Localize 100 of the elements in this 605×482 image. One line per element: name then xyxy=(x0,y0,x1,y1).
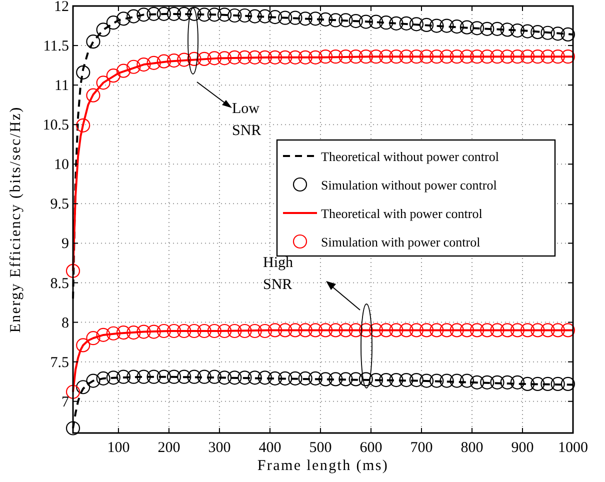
x-tick-label: 700 xyxy=(410,440,433,456)
point xyxy=(409,323,424,338)
point xyxy=(248,50,262,64)
point xyxy=(96,371,110,386)
point xyxy=(530,50,545,64)
point xyxy=(328,323,343,338)
point xyxy=(409,372,424,388)
point xyxy=(66,421,80,436)
point xyxy=(389,16,404,30)
point xyxy=(258,50,272,64)
point xyxy=(187,6,202,21)
y-axis-title: Energy Efficiency (bits/sec/Hz) xyxy=(8,106,24,333)
point xyxy=(278,10,292,25)
point xyxy=(146,6,161,21)
point xyxy=(106,326,120,340)
point xyxy=(490,375,504,390)
point xyxy=(187,52,202,66)
point xyxy=(379,372,394,388)
point xyxy=(126,60,141,74)
point xyxy=(298,50,312,64)
point xyxy=(228,8,242,23)
point xyxy=(308,371,322,386)
point xyxy=(520,50,535,64)
legend-label: Theoretical with power control xyxy=(321,206,483,221)
point xyxy=(480,50,494,64)
point xyxy=(419,50,434,64)
point xyxy=(146,56,161,70)
point xyxy=(177,370,192,384)
point xyxy=(500,375,514,390)
point xyxy=(389,323,404,338)
point xyxy=(278,371,292,386)
point xyxy=(480,323,494,338)
x-tick-label: 500 xyxy=(309,440,332,456)
point xyxy=(76,65,90,80)
point xyxy=(348,323,363,338)
point xyxy=(358,372,373,386)
point xyxy=(136,370,151,384)
point xyxy=(440,18,454,33)
y-tick-label: 8 xyxy=(62,315,69,332)
point xyxy=(177,52,192,67)
point xyxy=(490,50,504,64)
point xyxy=(298,323,312,338)
point xyxy=(358,323,373,338)
point xyxy=(540,26,555,40)
point xyxy=(399,16,414,30)
point xyxy=(328,50,343,64)
point xyxy=(328,372,343,386)
point xyxy=(480,22,494,36)
point xyxy=(530,25,545,40)
point xyxy=(187,324,202,338)
point xyxy=(500,22,514,37)
point xyxy=(440,323,454,338)
point xyxy=(389,372,404,388)
x-tick-label: 300 xyxy=(208,440,231,456)
point xyxy=(187,370,202,384)
point xyxy=(76,380,90,394)
point xyxy=(136,57,151,72)
point xyxy=(238,324,252,338)
point xyxy=(217,370,232,385)
point xyxy=(156,370,171,384)
y-tick-label: 10 xyxy=(54,157,69,174)
point xyxy=(278,323,292,338)
y-tick-label: 11.5 xyxy=(43,38,69,55)
point xyxy=(268,10,282,24)
point xyxy=(298,12,312,26)
point xyxy=(177,6,192,21)
point xyxy=(450,323,464,338)
point xyxy=(106,370,120,385)
x-tick-label: 1000 xyxy=(558,440,588,456)
point xyxy=(358,14,373,29)
point xyxy=(510,323,524,338)
point xyxy=(430,374,444,388)
point xyxy=(419,374,434,388)
point xyxy=(197,8,212,22)
point xyxy=(520,24,535,38)
point xyxy=(96,328,110,342)
point xyxy=(470,50,484,64)
point xyxy=(86,374,100,388)
x-tick-label: 400 xyxy=(258,440,282,456)
point xyxy=(308,50,322,64)
annotation: Low SNR xyxy=(232,101,262,139)
point xyxy=(470,21,484,36)
point xyxy=(490,323,504,338)
point xyxy=(550,323,565,338)
point xyxy=(379,50,394,64)
point xyxy=(510,23,524,38)
point xyxy=(389,50,404,64)
point xyxy=(258,370,272,385)
y-tick-label: 8.5 xyxy=(50,276,69,292)
x-tick-label: 100 xyxy=(107,440,130,456)
point xyxy=(460,374,474,388)
point xyxy=(288,323,302,338)
legend-label: Simulation with power control xyxy=(321,234,481,250)
point xyxy=(530,323,545,338)
annotation: High SNR xyxy=(263,255,294,293)
point xyxy=(358,50,373,64)
point xyxy=(368,372,384,388)
y-tick-label: 12 xyxy=(54,0,69,15)
point xyxy=(430,18,444,33)
point xyxy=(510,50,524,64)
